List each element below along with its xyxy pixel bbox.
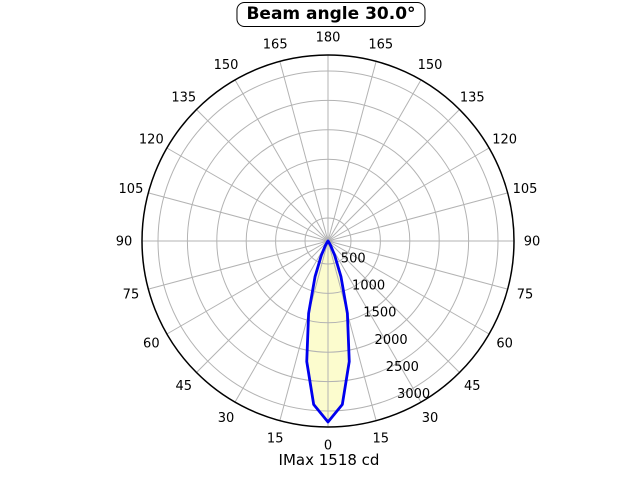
r-gridline [157, 70, 499, 412]
angle-gridline [327, 61, 377, 242]
angle-tick-label: 165 [263, 38, 288, 53]
angle-gridline [279, 240, 329, 421]
imax-label: IMax 1518 cd [278, 451, 380, 469]
r-gridline [275, 188, 381, 294]
angle-tick-label: 120 [492, 133, 517, 148]
angle-gridline [327, 240, 460, 373]
r-tick-label: 2000 [375, 333, 408, 348]
angle-tick-label: 90 [116, 235, 133, 250]
angle-tick-label: 90 [524, 235, 541, 250]
angle-gridline [196, 240, 329, 373]
r-tick-label: 2500 [386, 360, 419, 375]
angle-tick-label: 15 [267, 432, 284, 447]
angle-gridline [327, 79, 422, 242]
angle-tick-label: 165 [368, 38, 393, 53]
angle-gridline [196, 109, 329, 242]
angle-tick-label: 105 [513, 182, 538, 197]
angle-tick-label: 75 [517, 287, 534, 302]
chart-title: Beam angle 30.0° [236, 2, 426, 27]
angle-tick-label: 60 [143, 337, 160, 352]
angle-gridline [327, 192, 508, 242]
r-tick-label: 3000 [397, 387, 430, 402]
angle-gridline [327, 240, 422, 403]
angle-gridline [279, 61, 329, 242]
angle-tick-label: 15 [373, 432, 390, 447]
angle-tick-label: 135 [460, 90, 485, 105]
r-gridline [216, 129, 440, 353]
angle-gridline [327, 240, 377, 421]
r-gridline [186, 99, 470, 383]
angle-gridline [327, 240, 490, 335]
r-gridline [304, 217, 352, 265]
angle-tick-label: 0 [324, 439, 332, 454]
angle-tick-label: 180 [316, 31, 341, 46]
r-tick-label: 500 [341, 251, 366, 266]
angle-gridline [234, 79, 329, 242]
angle-gridline [327, 240, 508, 290]
polar-outline [141, 54, 515, 428]
angle-gridline [148, 192, 329, 242]
angle-gridline [327, 147, 490, 242]
angle-tick-label: 30 [422, 411, 439, 426]
angle-gridline [327, 109, 460, 242]
r-tick-label: 1000 [352, 279, 385, 294]
angle-gridline [166, 147, 329, 242]
r-tick-label: 1500 [363, 306, 396, 321]
angle-tick-label: 105 [119, 182, 144, 197]
angle-tick-label: 150 [418, 58, 443, 73]
angle-tick-label: 135 [171, 90, 196, 105]
angle-gridline [234, 240, 329, 403]
angle-gridline [166, 240, 329, 335]
angle-tick-label: 45 [175, 379, 192, 394]
angle-tick-label: 60 [496, 337, 513, 352]
r-gridline [245, 158, 411, 324]
angle-tick-label: 45 [464, 379, 481, 394]
angle-tick-label: 75 [123, 287, 140, 302]
angle-gridline [148, 240, 329, 290]
beam-curve [305, 239, 351, 424]
angle-tick-label: 150 [214, 58, 239, 73]
angle-tick-label: 120 [139, 133, 164, 148]
angle-tick-label: 30 [218, 411, 235, 426]
